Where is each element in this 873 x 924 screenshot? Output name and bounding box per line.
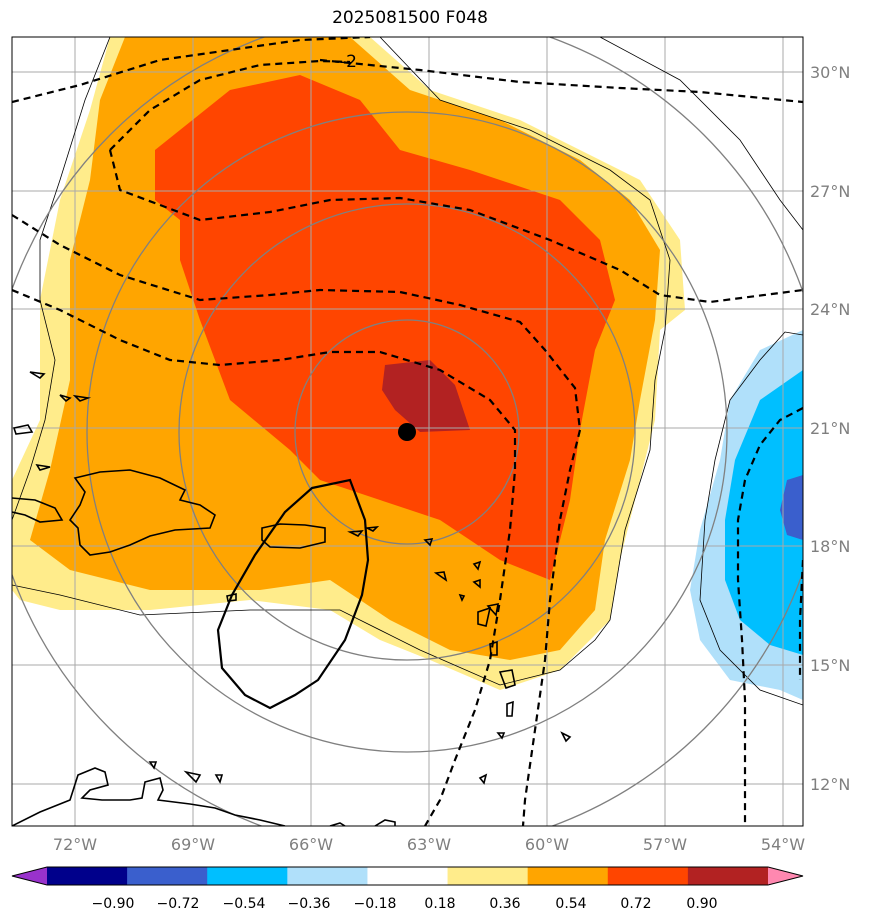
north-outline	[400, 37, 803, 231]
plot-title: 2025081500 F048	[332, 8, 488, 28]
lon-label: 54°W	[761, 835, 805, 854]
lon-label: 60°W	[525, 835, 569, 854]
south-america-coast	[12, 767, 286, 826]
colorbar-cell	[607, 867, 689, 885]
shade-0.54	[155, 75, 615, 580]
island-14	[486, 602, 499, 617]
colorbar-label: −0.90	[92, 896, 135, 912]
island-10	[433, 571, 448, 582]
map-plot-area: -2	[12, 37, 803, 826]
island-5	[12, 424, 34, 435]
colorbar-label: 0.72	[620, 896, 651, 912]
colorbar-label: −0.18	[354, 896, 397, 912]
lat-label: 27°N	[810, 182, 850, 201]
hispaniola-coast	[68, 469, 216, 556]
island-17	[506, 700, 514, 717]
island-25	[329, 822, 346, 826]
colorbar-cell	[127, 867, 208, 885]
lon-axis: 72°W 69°W 66°W 63°W 60°W 57°W 54°W	[53, 835, 805, 854]
colorbar-cell	[527, 867, 609, 885]
range-rings	[12, 37, 803, 826]
track-polygon	[216, 478, 370, 710]
colorbar-label: 0.90	[686, 896, 717, 912]
colorbar-label: −0.36	[288, 896, 331, 912]
east-outline	[699, 331, 803, 706]
lon-label: 66°W	[289, 835, 333, 854]
lat-label: 18°N	[810, 537, 850, 556]
island-7	[347, 530, 364, 538]
region-outline	[12, 37, 671, 686]
lon-label: 63°W	[407, 835, 451, 854]
island-9	[423, 538, 434, 547]
island-23	[183, 770, 202, 784]
colorbar-cell	[207, 867, 288, 885]
colorbar-labels: −0.90 −0.72 −0.54 −0.36 −0.18 0.18 0.36 …	[92, 896, 718, 912]
shade-0.72	[382, 360, 470, 432]
colorbar-extend-min	[12, 867, 47, 885]
island-15	[489, 640, 498, 656]
island-19	[496, 732, 506, 740]
lat-label: 24°N	[810, 300, 850, 319]
lat-label: 21°N	[810, 419, 850, 438]
colorbar-label: 0.54	[555, 896, 586, 912]
lon-label: 57°W	[643, 835, 687, 854]
island-21	[458, 593, 466, 602]
lon-label: 72°W	[53, 835, 97, 854]
gridlines	[12, 37, 803, 826]
colorbar-cell	[447, 867, 529, 885]
contour-label: -2	[340, 52, 357, 72]
lat-label: 12°N	[810, 775, 850, 794]
island-26	[374, 819, 396, 826]
island-11	[472, 560, 482, 571]
shade-neg-0.54	[780, 475, 803, 540]
cuba-east-coast	[12, 497, 64, 523]
lon-label: 69°W	[171, 835, 215, 854]
colorbar: −0.90 −0.72 −0.54 −0.36 −0.18 0.18 0.36 …	[11, 866, 804, 912]
dashed-contours	[12, 37, 803, 826]
lat-label: 30°N	[810, 63, 850, 82]
colorbar-label: 0.36	[489, 896, 520, 912]
island-16	[498, 669, 516, 690]
island-20	[478, 773, 488, 785]
island-3	[72, 394, 92, 402]
island-24	[214, 774, 224, 785]
island-13	[477, 606, 492, 627]
axes-frame	[11, 36, 804, 827]
colorbar-cell	[367, 867, 449, 885]
island-12	[472, 578, 481, 589]
island-1	[29, 371, 46, 380]
island-4	[35, 463, 51, 471]
colorbar-cell	[287, 867, 368, 885]
lat-label: 15°N	[810, 656, 850, 675]
lat-axis: 30°N 27°N 24°N 21°N 18°N 15°N 12°N	[810, 63, 850, 794]
island-18	[560, 731, 572, 743]
colorbar-cell	[47, 867, 128, 885]
colorbar-label: 0.18	[424, 896, 455, 912]
colorbar-cell	[687, 867, 769, 885]
colorbar-outline	[11, 866, 804, 886]
colorbar-cells	[12, 867, 803, 885]
west-outline	[12, 37, 111, 521]
island-22	[148, 761, 158, 770]
island-8	[364, 525, 380, 532]
colorbar-label: −0.54	[223, 896, 266, 912]
colorbar-extend-max	[768, 867, 803, 885]
island-2	[59, 394, 72, 403]
colorbar-label: −0.72	[157, 896, 200, 912]
storm-center-marker	[398, 423, 416, 441]
